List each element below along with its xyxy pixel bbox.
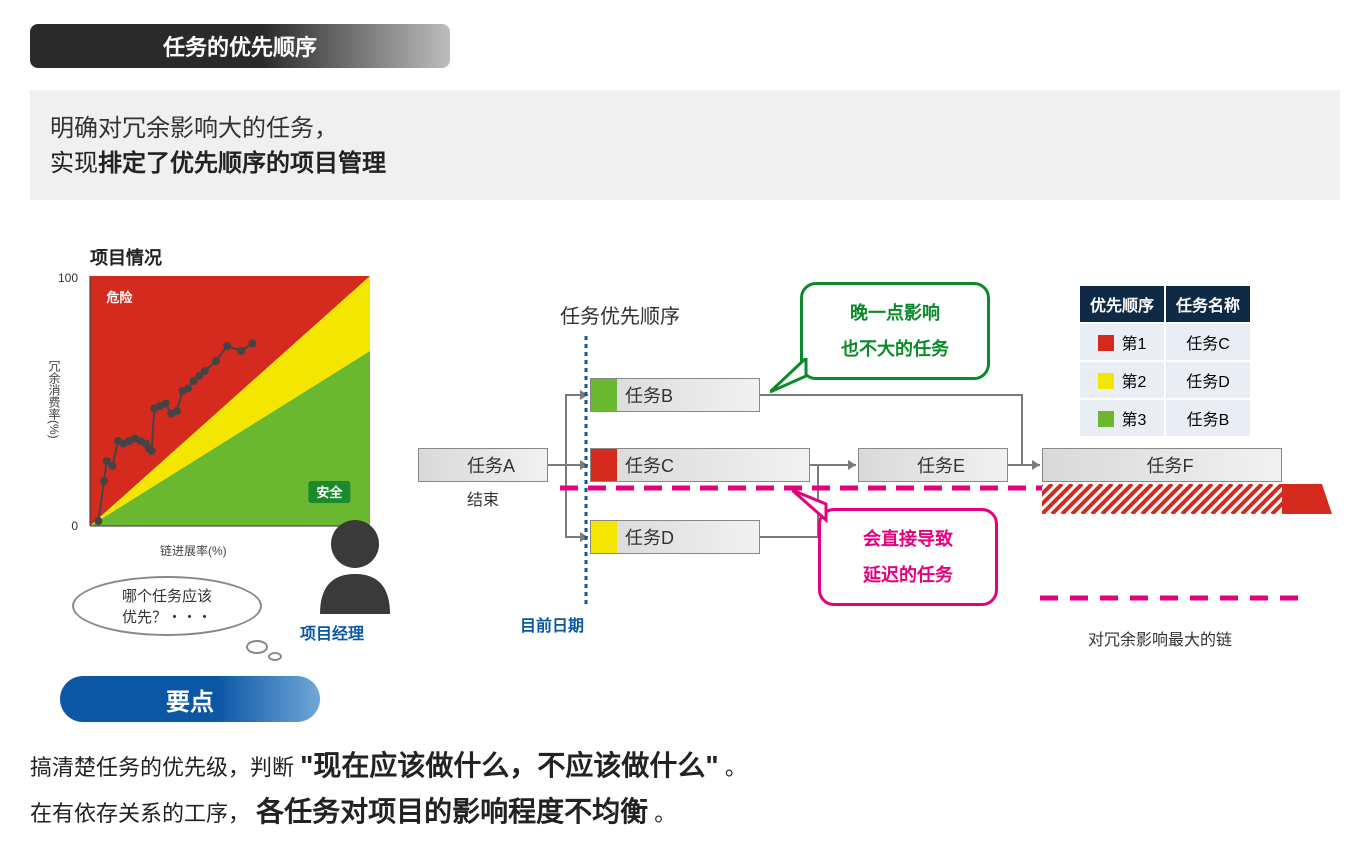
task-c-label: 任务C bbox=[625, 452, 674, 478]
delay-hatch bbox=[1012, 484, 1332, 514]
callout-pink-tail bbox=[792, 490, 832, 524]
pt-rank: 第1 bbox=[1079, 323, 1165, 361]
pt-task: 任务D bbox=[1165, 361, 1251, 399]
task-d-bar: 任务D bbox=[590, 520, 760, 554]
task-d-label: 任务D bbox=[625, 524, 674, 550]
priority-table: 优先顺序 任务名称 第1任务C第2任务D第3任务B bbox=[1078, 284, 1252, 438]
task-d-mark bbox=[591, 521, 617, 553]
task-b-mark bbox=[591, 379, 617, 411]
task-c-bar: 任务C bbox=[590, 448, 810, 482]
callout-delay-l1: 会直接导致 bbox=[839, 521, 977, 557]
task-e-label: 任务E bbox=[917, 452, 965, 478]
pt-rank: 第2 bbox=[1079, 361, 1165, 399]
pt-task: 任务B bbox=[1165, 399, 1251, 437]
task-a-bar: 任务A bbox=[418, 448, 548, 482]
task-e-bar: 任务E bbox=[858, 448, 1008, 482]
task-f-bar: 任务F bbox=[1042, 448, 1282, 482]
task-a-label: 任务A bbox=[467, 452, 515, 478]
callout-delay: 会直接导致 延迟的任务 bbox=[818, 508, 998, 606]
callout-low-l2: 也不大的任务 bbox=[821, 331, 969, 367]
table-row: 第3任务B bbox=[1079, 399, 1251, 437]
callout-low-impact: 晚一点影响 也不大的任务 bbox=[800, 282, 990, 380]
pt-h2: 任务名称 bbox=[1165, 285, 1251, 323]
task-a-sublabel: 结束 bbox=[418, 486, 548, 510]
pt-task: 任务C bbox=[1165, 323, 1251, 361]
callout-green-tail bbox=[770, 358, 810, 398]
table-row: 第1任务C bbox=[1079, 323, 1251, 361]
task-f-label: 任务F bbox=[1147, 452, 1194, 478]
task-b-bar: 任务B bbox=[590, 378, 760, 412]
pt-rank: 第3 bbox=[1079, 399, 1165, 437]
callout-low-l1: 晚一点影响 bbox=[821, 295, 969, 331]
task-c-mark bbox=[591, 449, 617, 481]
table-row: 第2任务D bbox=[1079, 361, 1251, 399]
callout-delay-l2: 延迟的任务 bbox=[839, 557, 977, 593]
task-b-label: 任务B bbox=[625, 382, 673, 408]
pt-h1: 优先顺序 bbox=[1079, 285, 1165, 323]
